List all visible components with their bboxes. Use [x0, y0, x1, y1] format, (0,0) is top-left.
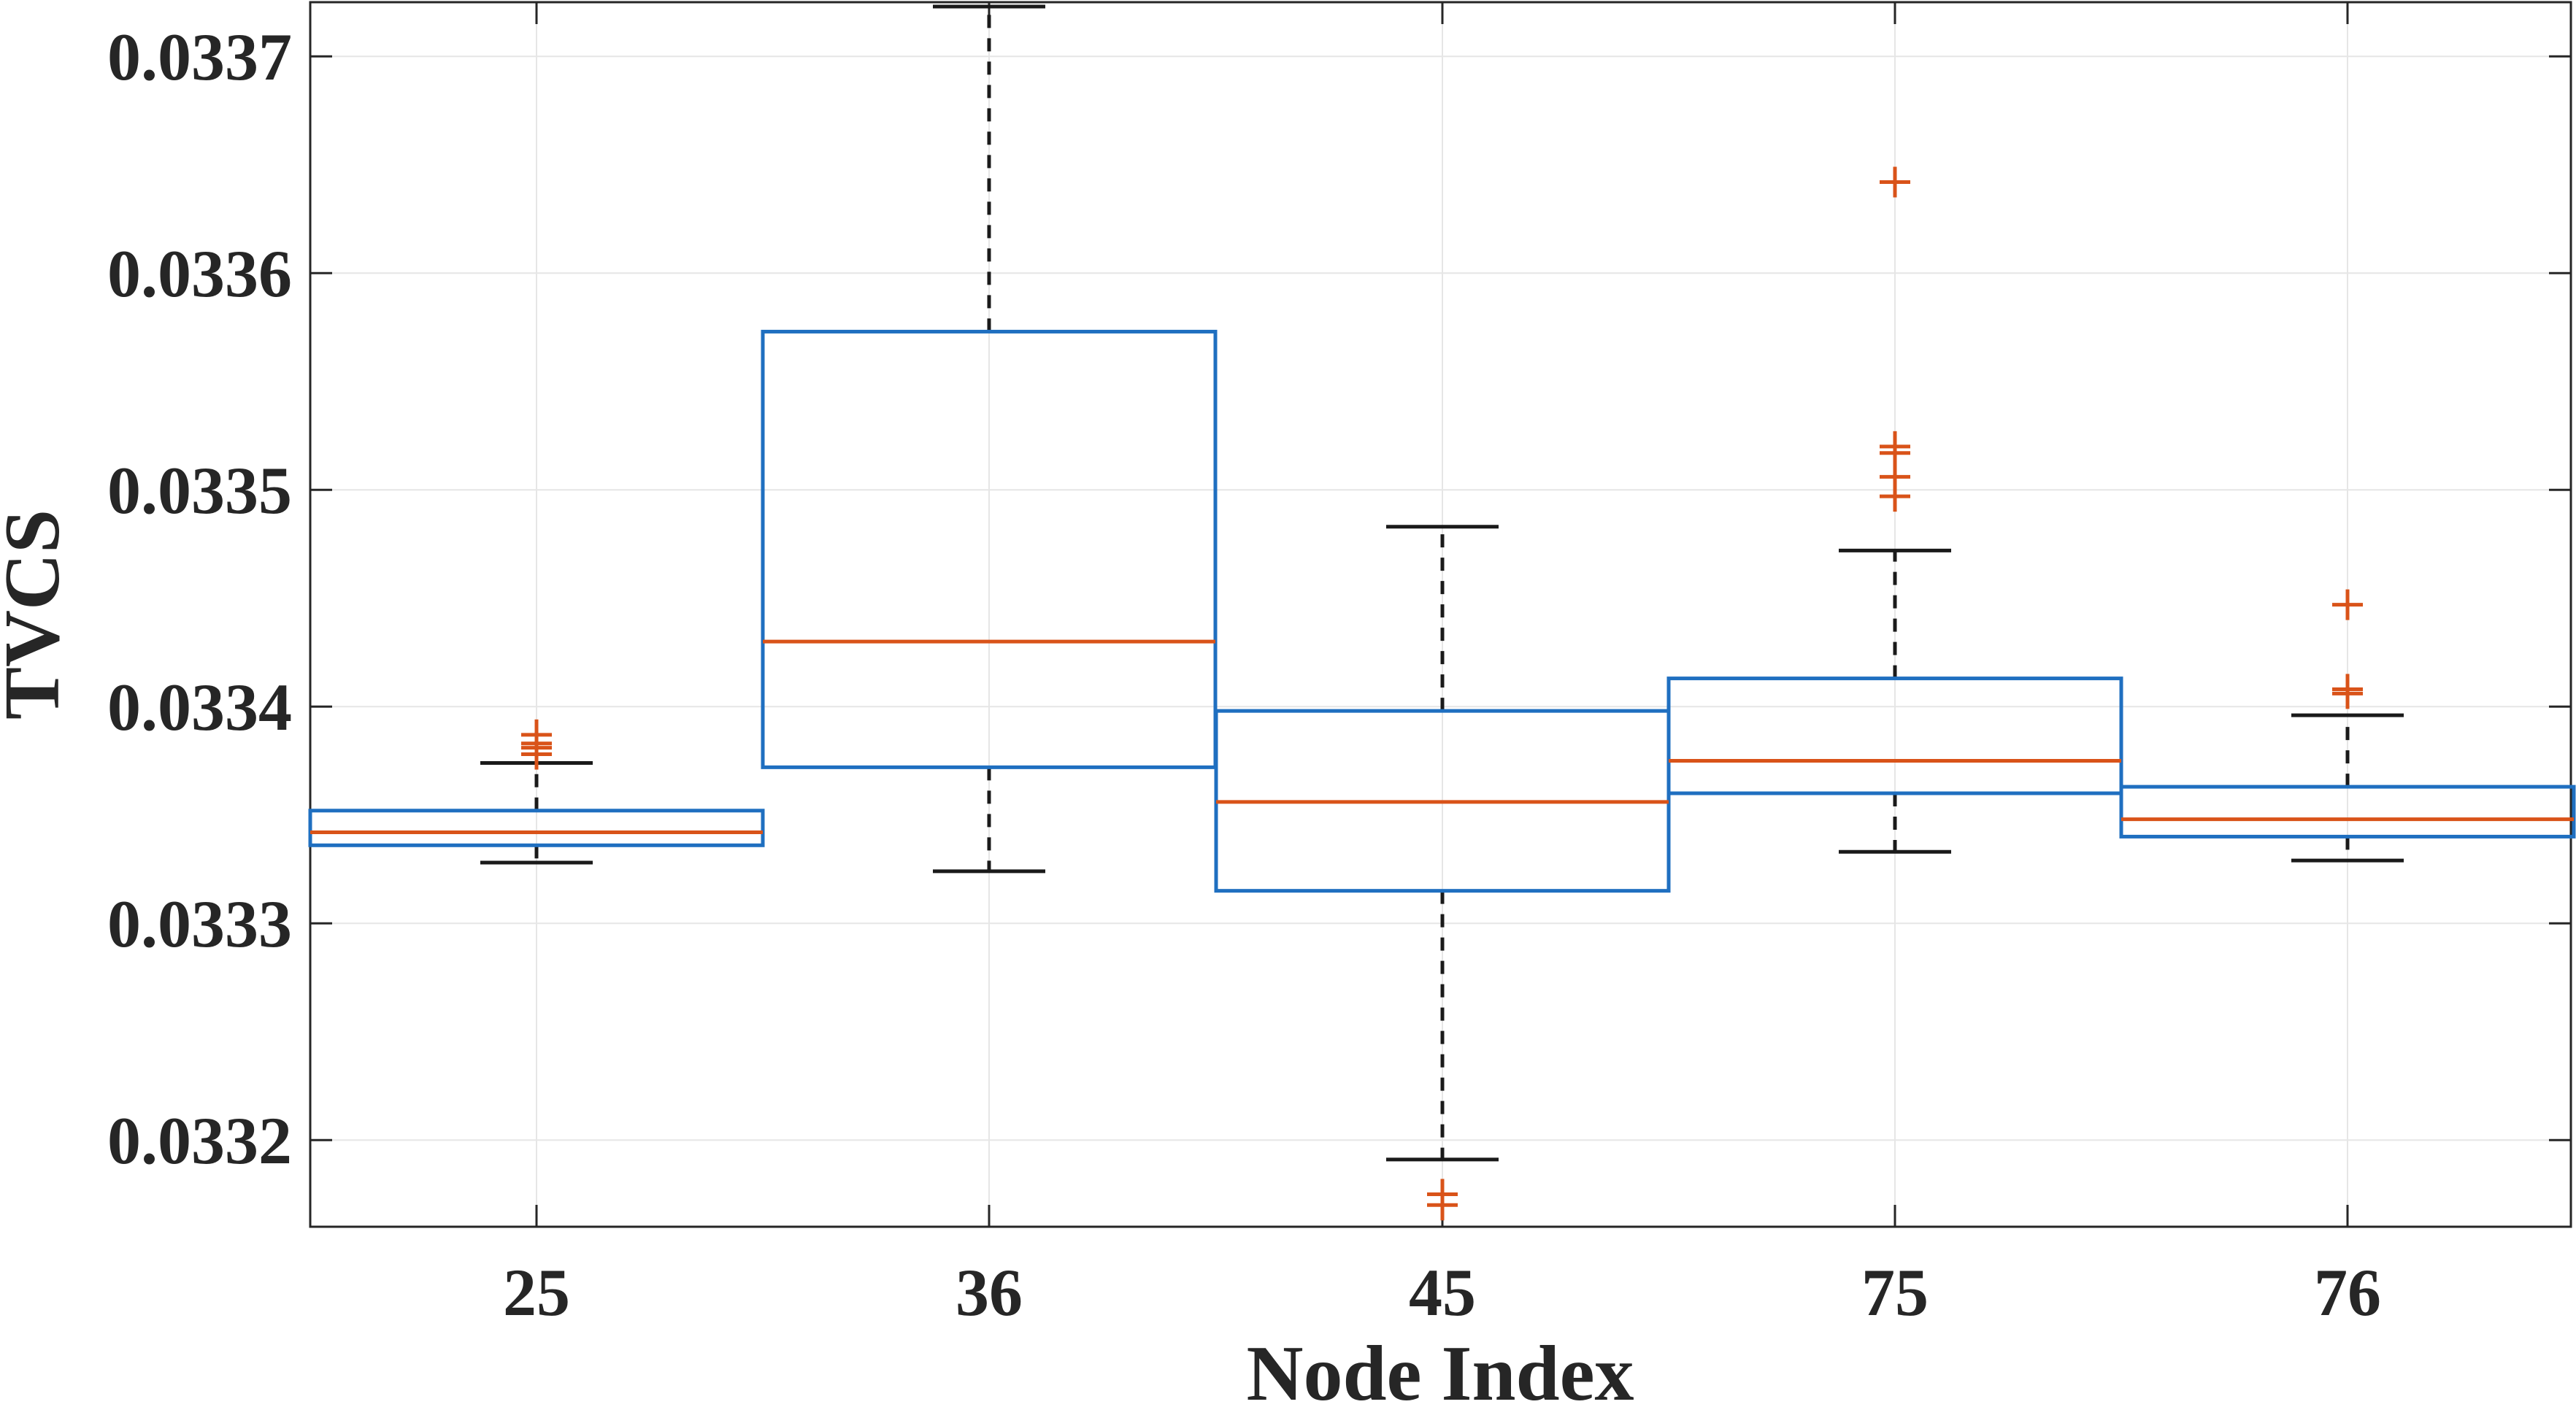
box-36 [761, 4, 1218, 874]
outlier-marker [2332, 674, 2363, 705]
y-tick-label: 0.0337 [107, 20, 292, 94]
x-tick-label: 76 [2314, 1255, 2381, 1330]
plot-area-frame [309, 1, 2572, 1228]
iqr-box [2119, 785, 2576, 839]
y-tick-label: 0.0333 [107, 887, 292, 961]
x-tick-label: 36 [956, 1255, 1023, 1330]
y-tick-label: 0.0336 [107, 236, 292, 311]
iqr-box [1666, 676, 2123, 795]
x-tick-label: 25 [503, 1255, 570, 1330]
boxes [308, 4, 2576, 1221]
box-45 [1214, 525, 1671, 1221]
y-tick-label: 0.0335 [107, 453, 292, 528]
outlier-marker [2332, 589, 2363, 620]
iqr-box [761, 329, 1218, 769]
x-tick-label: 45 [1409, 1255, 1476, 1330]
y-tick-label: 0.0332 [107, 1103, 292, 1178]
y-axis-label: TVCS [0, 509, 76, 720]
outlier-marker [1880, 166, 1910, 198]
box-75 [1666, 166, 2123, 854]
outlier-marker [1880, 431, 1910, 462]
box-76 [2119, 589, 2576, 863]
iqr-box [308, 809, 765, 847]
y-tick-label: 0.0334 [107, 670, 292, 744]
x-axis-ticks: 25 36 45 75 76 [503, 2, 2381, 1330]
outlier-marker [1427, 1179, 1458, 1210]
outlier-marker [521, 719, 552, 750]
grid-lines [310, 2, 2571, 1227]
box-25 [308, 719, 765, 865]
x-axis-label: Node Index [1246, 1330, 1634, 1407]
y-axis-ticks: 0.0332 0.0333 0.0334 0.0335 0.0336 0.0337 [107, 20, 2571, 1178]
x-tick-label: 75 [1861, 1255, 1929, 1330]
